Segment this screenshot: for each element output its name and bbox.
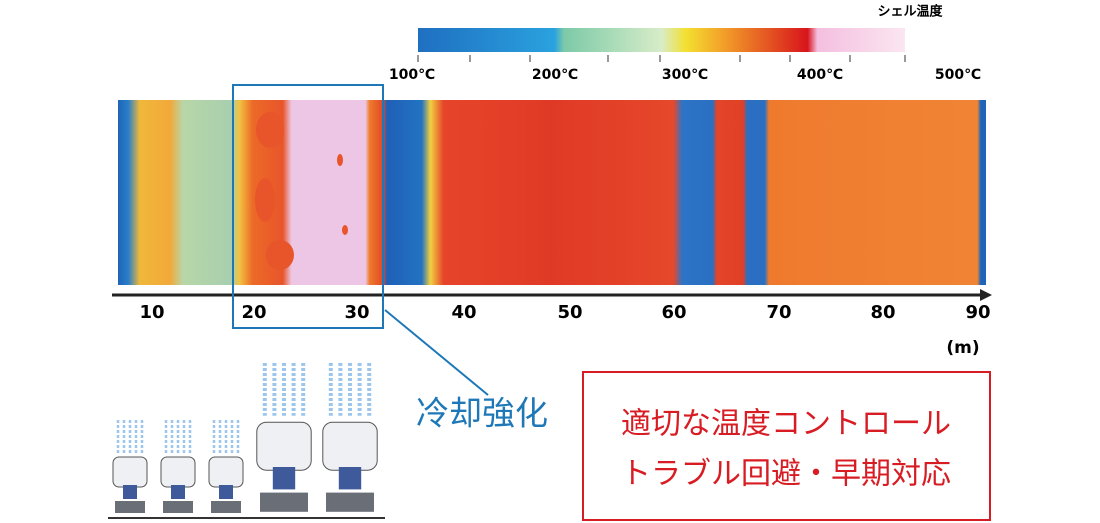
message-line: トラブル回避・早期対応 [621, 457, 951, 492]
colorbar-label: 500℃ [935, 67, 981, 83]
message-line: 適切な温度コントロール [621, 407, 951, 442]
fan-body [256, 421, 312, 471]
fan-base [326, 492, 374, 512]
fan [256, 363, 312, 512]
connector [384, 309, 489, 396]
fan [322, 363, 378, 512]
fan-body [322, 421, 378, 471]
x-tick-label: 80 [870, 302, 895, 323]
fan-body [112, 456, 148, 488]
fan-motor [123, 485, 137, 499]
fan-motor [171, 485, 185, 499]
fans [112, 363, 378, 513]
fan-base [211, 501, 241, 513]
colorbar-label: 100℃ [389, 67, 435, 83]
x-tick-label: 20 [241, 302, 266, 323]
x-tick-label: 90 [965, 302, 990, 323]
fan-base [115, 501, 145, 513]
fan-body [208, 456, 244, 488]
colorbar-label: 200℃ [532, 67, 578, 83]
highlight-box [232, 84, 384, 329]
fan-base [163, 501, 193, 513]
thermal-image [118, 100, 986, 285]
x-tick-label: 60 [661, 302, 686, 323]
colorbar-label: 400℃ [797, 67, 843, 83]
x-tick-label: 50 [557, 302, 582, 323]
annotation: 冷却強化 [416, 394, 548, 433]
fan-motor [219, 485, 233, 499]
fan-base [260, 492, 308, 512]
message-box [582, 371, 991, 521]
fan [112, 420, 148, 513]
x-tick-label: 40 [451, 302, 476, 323]
x-tick-label: 30 [344, 302, 369, 323]
axis-unit: (m) [946, 338, 979, 358]
x-tick-label: 10 [139, 302, 164, 323]
hot-spots [255, 112, 348, 270]
axis-arrow [980, 289, 992, 301]
fan-body [160, 456, 196, 488]
colorbar-title: シェル温度 [877, 4, 943, 20]
fan [208, 420, 244, 513]
fan-motor [338, 467, 362, 490]
fan [160, 420, 196, 513]
colorbar [418, 28, 905, 52]
x-tick-label: 70 [766, 302, 791, 323]
colorbar-label: 300℃ [662, 67, 708, 83]
fan-motor [272, 467, 296, 490]
